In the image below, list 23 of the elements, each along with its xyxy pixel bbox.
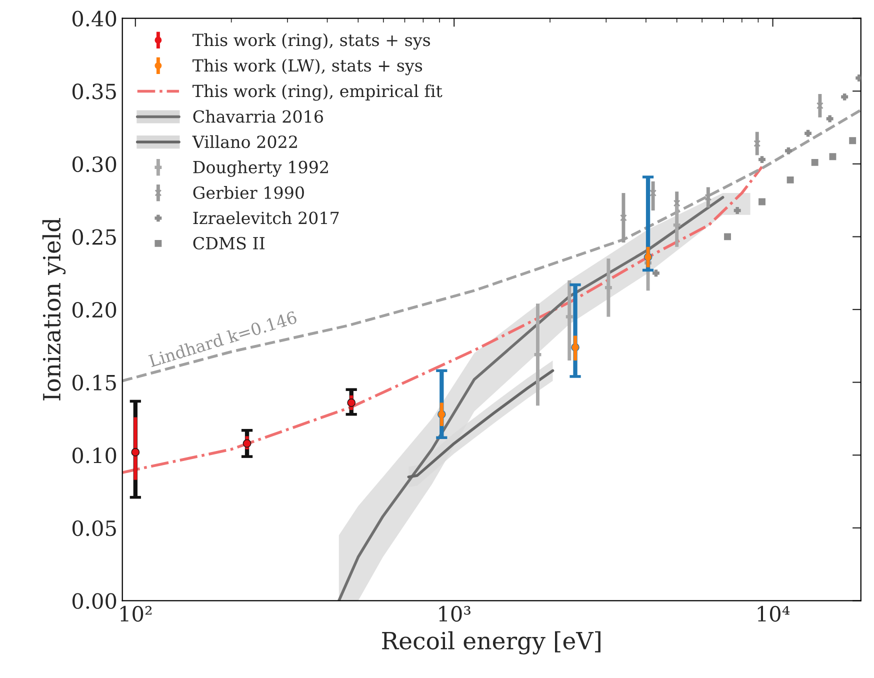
- y-tick-label: 0.25: [72, 229, 116, 245]
- y-tick-label: 0.15: [72, 374, 116, 391]
- x-tick-label: 10⁴: [758, 606, 790, 622]
- legend-label: Chavarria 2016: [193, 110, 323, 123]
- y-tick-label: 0.00: [72, 593, 116, 609]
- legend-label: CDMS II: [193, 236, 265, 250]
- x-axis-title: Recoil energy [eV]: [382, 631, 600, 654]
- y-tick-label: 0.40: [72, 10, 116, 27]
- legend-label: Dougherty 1992: [193, 160, 328, 177]
- y-tick-label: 0.05: [72, 520, 116, 536]
- legend-label: This work (ring), empirical fit: [192, 84, 442, 101]
- y-tick-label: 0.30: [72, 156, 116, 172]
- legend-label: This work (ring), stats + sys: [192, 33, 430, 50]
- legend-label: Izraelevitch 2017: [193, 211, 339, 224]
- legend-label: Gerbier 1990: [193, 186, 304, 199]
- y-tick-label: 0.20: [72, 302, 116, 318]
- y-tick-label: 0.10: [72, 448, 116, 464]
- y-tick-label: 0.35: [72, 84, 116, 100]
- legend-label: Villano 2022: [192, 135, 297, 148]
- legend-label: This work (LW), stats + sys: [192, 58, 422, 76]
- x-tick-label: 10²: [120, 606, 152, 622]
- y-axis-title: Ionization yield: [42, 218, 66, 400]
- x-tick-label: 10³: [439, 606, 470, 622]
